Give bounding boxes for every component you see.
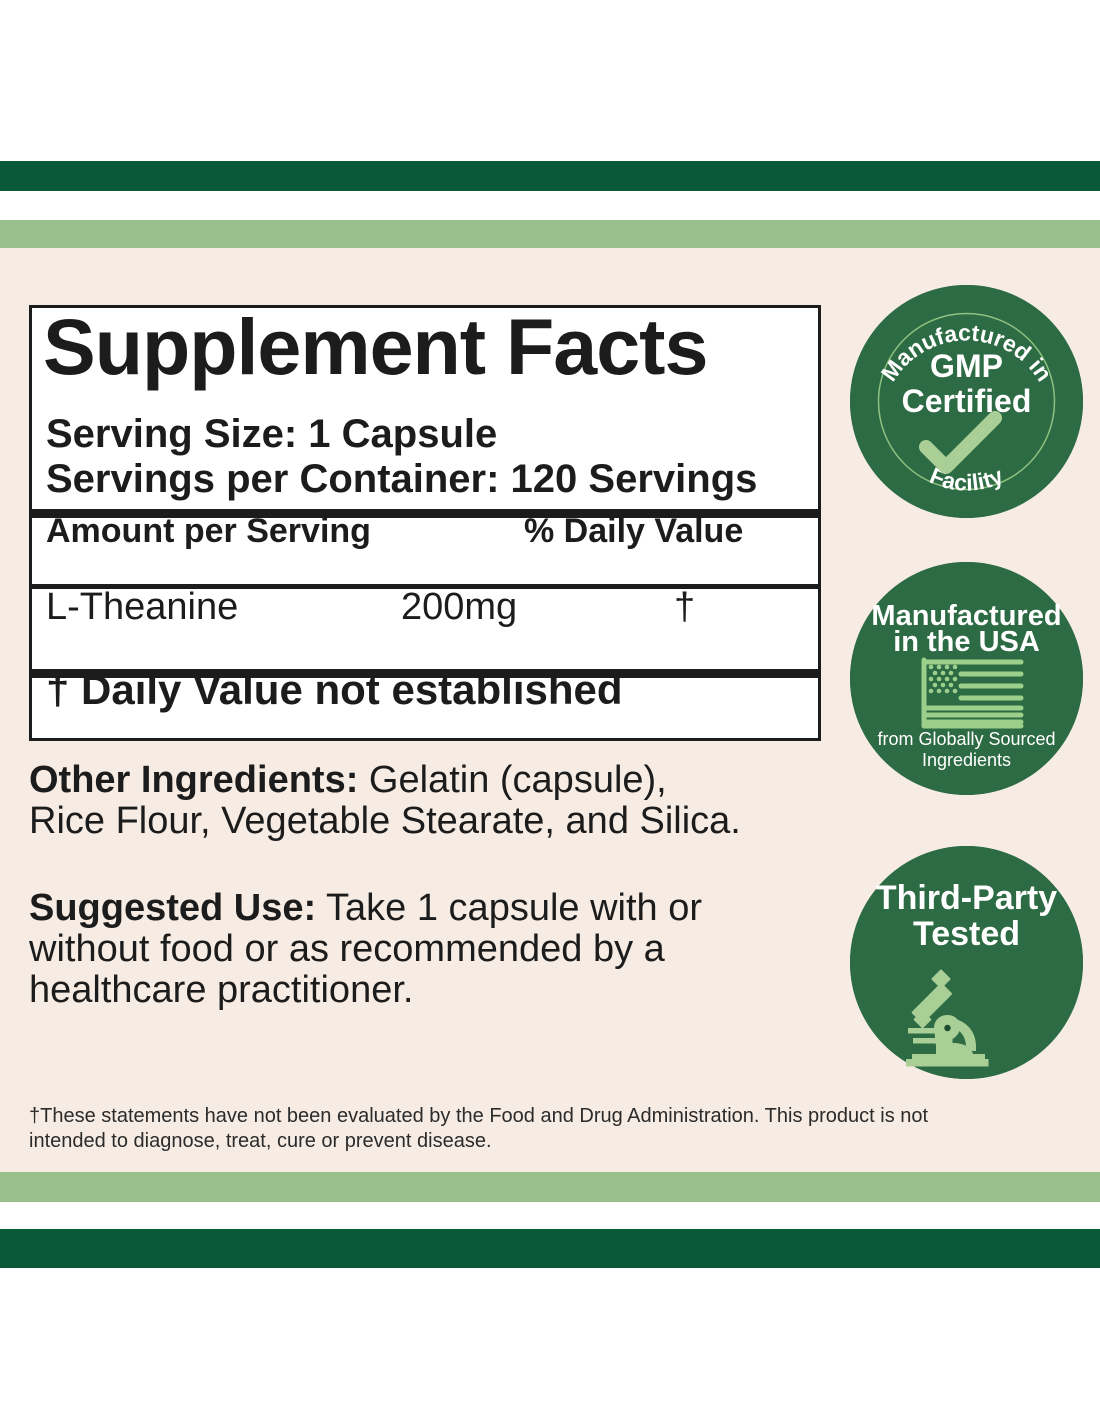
svg-text:Certified: Certified [902,383,1032,419]
svg-text:Ingredients: Ingredients [922,750,1011,770]
svg-text:GMP: GMP [930,348,1003,384]
svg-text:from Globally Sourced: from Globally Sourced [877,729,1055,749]
svg-text:Tested: Tested [913,915,1020,953]
svg-text:in the USA: in the USA [893,626,1040,658]
svg-text:Third-Party: Third-Party [876,879,1057,917]
